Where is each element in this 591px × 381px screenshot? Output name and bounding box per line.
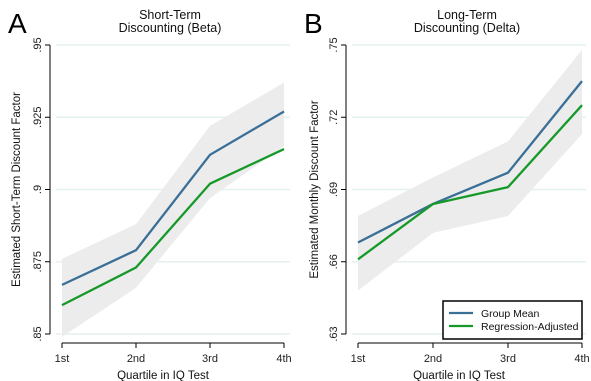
y-tick-label: .63	[328, 326, 340, 341]
x-tick-label: 2nd	[127, 353, 145, 365]
panel-letter: B	[304, 8, 323, 39]
x-axis-label: Quartile in IQ Test	[413, 370, 506, 381]
legend-label-group-mean: Group Mean	[481, 308, 540, 320]
chart-title-line-2: Discounting (Delta)	[414, 21, 520, 35]
y-tick-label: .66	[328, 254, 340, 269]
chart-title-line-1: Long-Term	[437, 8, 497, 22]
x-axis-label: Quartile in IQ Test	[117, 370, 210, 381]
y-tick-label: .75	[328, 37, 340, 52]
x-tick-label: 1st	[55, 353, 70, 365]
x-tick-label: 3rd	[202, 353, 218, 365]
panel-b: .63 .66 .69 .72 .75 1st 2nd 3rd 4th Quartile in I…	[304, 8, 590, 381]
panel-letter: A	[8, 8, 27, 39]
y-axis-label: Estimated Monthly Discount Factor	[309, 100, 321, 278]
y-axis-label: Estimated Short-Term Discount Factor	[11, 92, 23, 287]
chart-title-line-2: Discounting (Beta)	[119, 21, 222, 35]
y-tick-label: .85	[32, 326, 44, 341]
x-tick-label: 3rd	[500, 353, 516, 365]
y-tick-label: .72	[328, 110, 340, 125]
x-tick-label: 4th	[276, 353, 291, 365]
legend-label-regression-adjusted: Regression-Adjusted	[481, 321, 579, 333]
y-tick-label: .9	[32, 185, 44, 194]
series-line-regression-adjusted	[61, 147, 285, 307]
confidence-band	[62, 82, 284, 337]
y-tick-label: .95	[32, 37, 44, 52]
confidence-band	[358, 49, 582, 291]
series-line-group-mean	[61, 110, 285, 286]
y-tick-label: .925	[32, 107, 44, 128]
legend-box	[442, 300, 583, 340]
y-tick-label: .875	[32, 251, 44, 272]
series-line-regression-adjusted	[357, 104, 583, 261]
x-tick-label: 1st	[351, 353, 366, 365]
x-tick-label: 2nd	[424, 353, 442, 365]
x-tick-label: 4th	[574, 353, 589, 365]
panel-a: .85 .875 .9 .925 .95 1st 2nd 3rd 4th Quartile in …	[8, 8, 292, 381]
series-line-group-mean	[357, 80, 583, 244]
y-tick-label: .69	[328, 182, 340, 197]
chart-title-line-1: Short-Term	[139, 8, 201, 22]
